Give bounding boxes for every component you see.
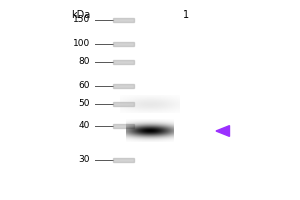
Bar: [113, 18, 134, 22]
Text: 30: 30: [79, 156, 90, 164]
Text: 1: 1: [183, 10, 189, 20]
Bar: [113, 60, 134, 64]
Bar: [113, 42, 134, 46]
Bar: [113, 102, 134, 106]
Text: 50: 50: [79, 99, 90, 108]
Text: kDa: kDa: [71, 10, 90, 20]
Text: 60: 60: [79, 81, 90, 90]
Bar: [113, 124, 134, 128]
Text: 100: 100: [73, 40, 90, 48]
Bar: [113, 84, 134, 88]
Text: 80: 80: [79, 58, 90, 66]
Text: 150: 150: [73, 16, 90, 24]
Text: 40: 40: [79, 121, 90, 130]
Polygon shape: [216, 126, 230, 136]
Bar: [113, 158, 134, 162]
